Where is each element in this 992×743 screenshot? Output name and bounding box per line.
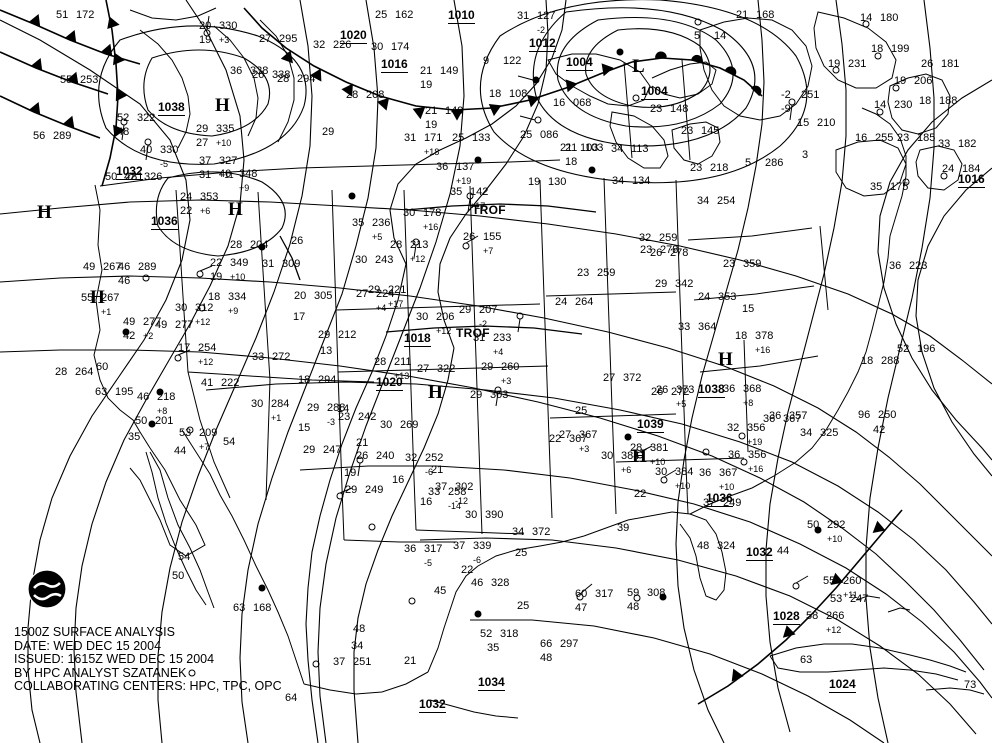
coastlines-and-borders [93, 7, 985, 719]
station-plot-symbols [120, 15, 948, 677]
map-caption: 1500Z SURFACE ANALYSIS DATE: WED DEC 15 … [14, 625, 282, 694]
warm-front [631, 50, 764, 97]
noaa-logo [27, 569, 67, 609]
trough-lines [279, 203, 597, 335]
cold-front [0, 0, 903, 705]
